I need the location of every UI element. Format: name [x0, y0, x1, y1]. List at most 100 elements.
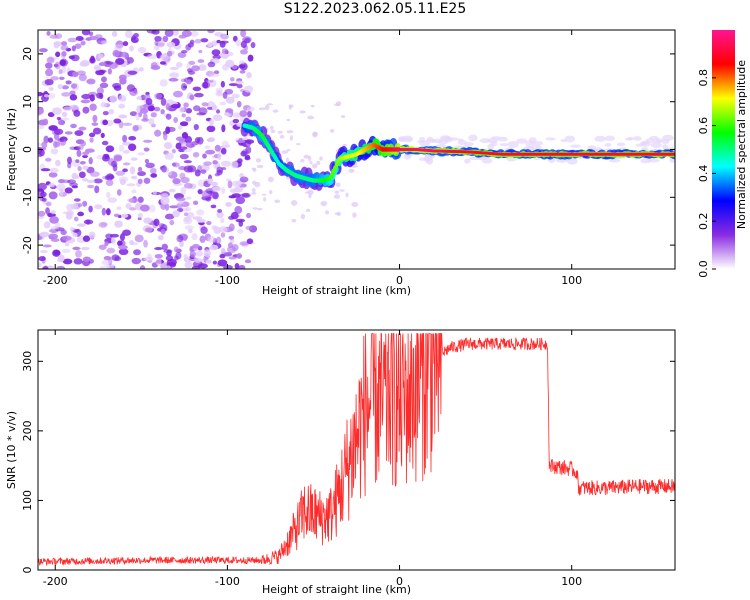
noise-speckle	[342, 143, 347, 147]
noise-speckle	[38, 107, 44, 115]
noise-speckle	[122, 41, 129, 47]
noise-speckle	[176, 234, 184, 243]
noise-speckle	[468, 134, 478, 142]
noise-speckle	[48, 172, 58, 178]
noise-speckle	[220, 248, 226, 253]
noise-speckle	[48, 236, 55, 240]
noise-speckle	[219, 40, 226, 48]
noise-speckle	[533, 141, 544, 146]
noise-speckle	[210, 204, 217, 209]
noise-speckle	[207, 178, 213, 185]
noise-speckle	[223, 252, 233, 257]
noise-speckle	[191, 233, 198, 241]
noise-speckle	[221, 187, 226, 194]
noise-speckle	[94, 185, 100, 194]
noise-speckle	[122, 162, 131, 166]
noise-speckle	[129, 111, 138, 117]
noise-speckle	[143, 217, 152, 224]
noise-speckle	[97, 53, 104, 59]
noise-speckle	[166, 41, 176, 48]
noise-speckle	[329, 129, 335, 133]
noise-speckle	[279, 134, 285, 139]
noise-speckle	[219, 226, 228, 233]
noise-speckle	[80, 99, 91, 104]
noise-speckle	[99, 265, 110, 269]
noise-speckle	[263, 197, 267, 202]
noise-speckle	[214, 144, 221, 152]
noise-speckle	[94, 66, 102, 71]
noise-speckle	[194, 257, 202, 263]
noise-speckle	[206, 221, 212, 226]
noise-speckle	[186, 211, 195, 218]
noise-speckle	[423, 154, 433, 162]
noise-speckle	[171, 148, 176, 154]
noise-speckle	[148, 117, 155, 125]
noise-speckle	[177, 52, 187, 59]
noise-speckle	[184, 225, 194, 230]
noise-speckle	[316, 160, 321, 166]
noise-speckle	[490, 140, 498, 147]
noise-speckle	[38, 91, 43, 97]
noise-speckle	[122, 168, 128, 173]
noise-speckle	[661, 139, 670, 145]
noise-speckle	[244, 156, 251, 161]
noise-speckle	[165, 126, 171, 135]
noise-speckle	[351, 165, 358, 168]
noise-speckle	[139, 265, 146, 269]
noise-speckle	[246, 238, 254, 245]
noise-speckle	[118, 144, 125, 152]
noise-speckle	[128, 136, 137, 141]
noise-speckle	[649, 135, 659, 140]
noise-speckle	[228, 223, 235, 232]
noise-speckle	[143, 147, 150, 152]
noise-speckle	[102, 119, 109, 126]
noise-speckle	[61, 117, 70, 121]
noise-speckle	[191, 65, 200, 72]
noise-speckle	[296, 143, 301, 146]
y-tick-label: 20	[21, 47, 34, 61]
noise-speckle	[159, 53, 170, 62]
noise-speckle	[240, 49, 248, 55]
noise-speckle	[401, 135, 413, 142]
noise-speckle	[161, 165, 167, 173]
noise-speckle	[70, 83, 78, 89]
noise-speckle	[335, 182, 341, 188]
noise-speckle	[64, 131, 73, 135]
noise-speckle	[78, 73, 87, 82]
noise-speckle	[89, 103, 97, 111]
noise-speckle	[96, 92, 103, 99]
noise-speckle	[107, 197, 118, 203]
noise-speckle	[112, 49, 120, 57]
noise-speckle	[243, 85, 254, 93]
noise-speckle	[160, 228, 166, 235]
noise-speckle	[181, 113, 186, 118]
noise-speckle	[333, 194, 341, 199]
noise-speckle	[239, 70, 246, 74]
noise-speckle	[345, 192, 349, 198]
noise-speckle	[154, 129, 162, 137]
noise-speckle	[239, 110, 248, 117]
noise-speckle	[183, 182, 193, 189]
noise-speckle	[41, 141, 48, 149]
noise-speckle	[216, 109, 221, 114]
noise-speckle	[209, 244, 219, 251]
noise-speckle	[137, 213, 143, 218]
noise-speckle	[193, 105, 201, 112]
noise-speckle	[38, 215, 45, 220]
noise-speckle	[206, 125, 216, 133]
noise-speckle	[169, 219, 175, 226]
noise-speckle	[180, 50, 188, 54]
noise-speckle	[50, 76, 59, 81]
noise-speckle	[266, 103, 274, 106]
noise-speckle	[98, 69, 107, 74]
noise-speckle	[173, 90, 183, 98]
y-tick-label: 100	[21, 490, 34, 511]
noise-speckle	[141, 118, 150, 122]
noise-speckle	[235, 80, 244, 85]
noise-speckle	[286, 130, 294, 134]
noise-speckle	[189, 94, 195, 101]
noise-speckle	[303, 154, 310, 159]
noise-speckle	[94, 34, 103, 39]
noise-speckle	[212, 114, 223, 122]
